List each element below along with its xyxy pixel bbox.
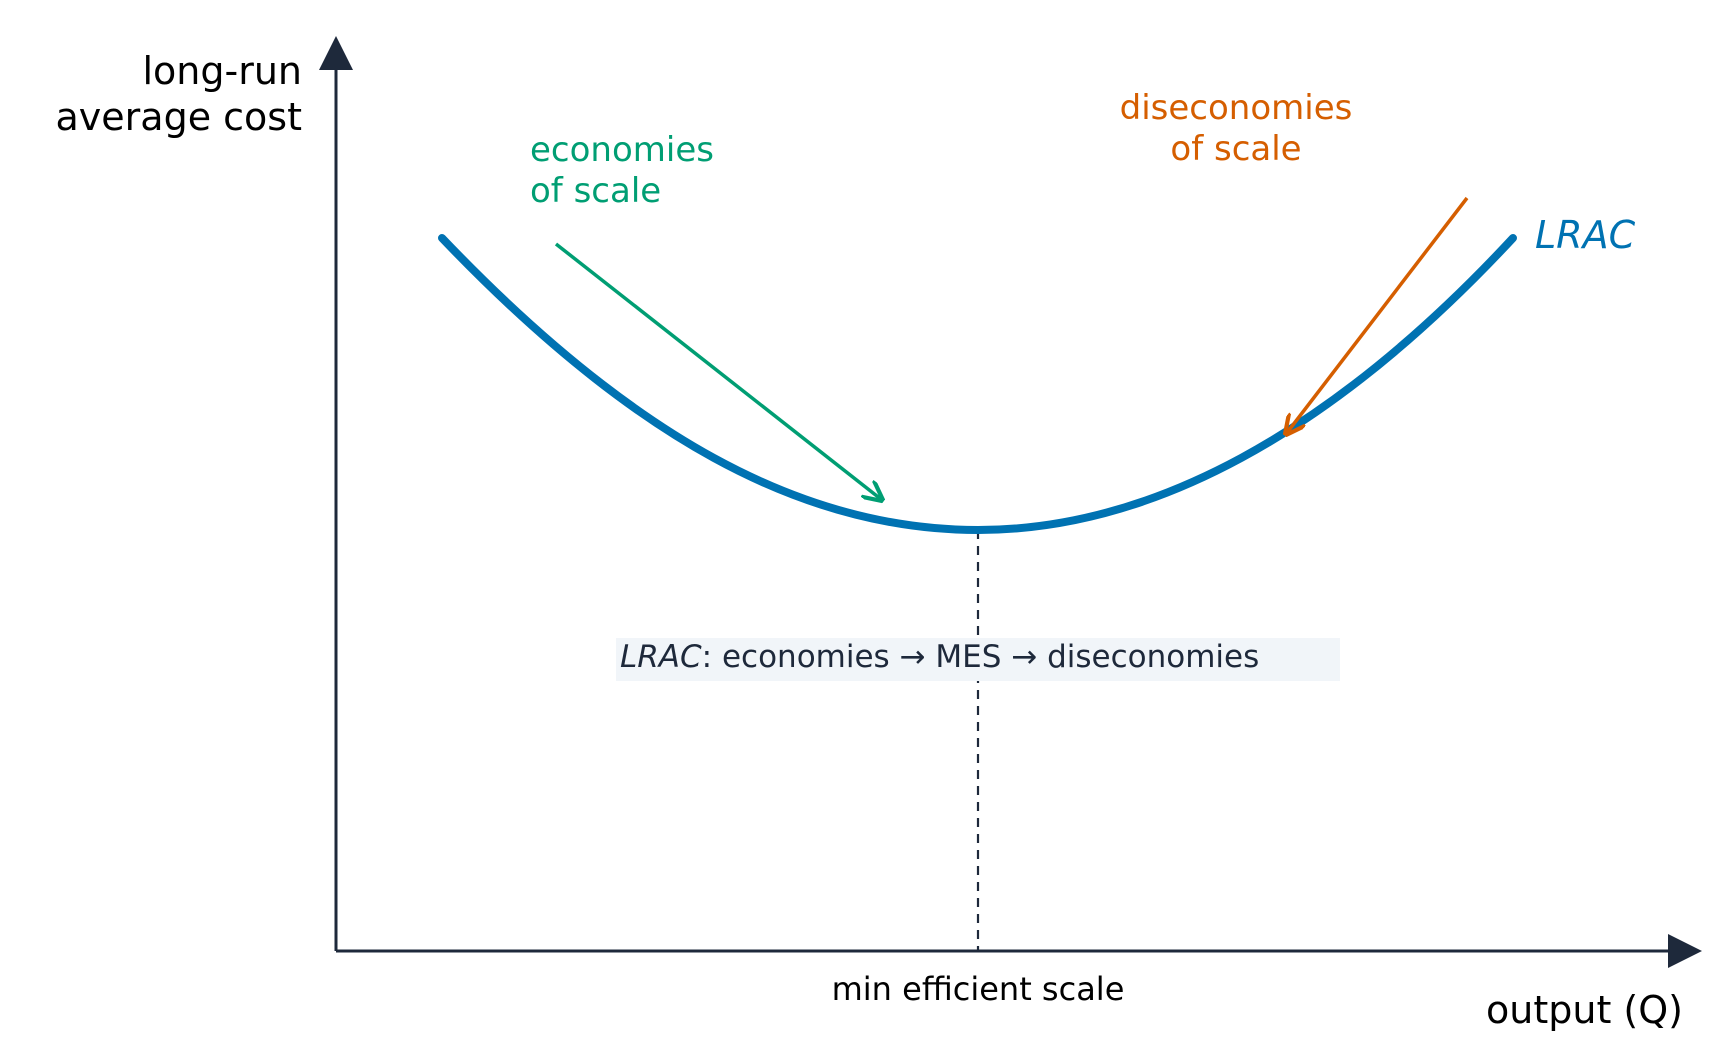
y-axis-label-line1: long-run bbox=[142, 49, 302, 93]
summary-text: LRAC: economies → MES → diseconomies bbox=[620, 639, 1259, 675]
x-axis-label: output (Q) bbox=[1486, 988, 1683, 1032]
lrac-curve bbox=[438, 234, 1517, 535]
summary-lrac: LRAC bbox=[620, 639, 702, 675]
mes-label: min efficient scale bbox=[832, 970, 1125, 1008]
diseconomies-arrow bbox=[1286, 196, 1469, 434]
summary-box bbox=[616, 638, 1340, 681]
diseconomies-label-line1: diseconomies bbox=[1120, 88, 1353, 128]
y-axis-label-line2: average cost bbox=[56, 95, 302, 139]
x-axis-arrowhead bbox=[1668, 934, 1702, 968]
economies-arrow bbox=[554, 242, 882, 500]
y-axis-arrowhead bbox=[319, 36, 353, 70]
lrac-label: LRAC bbox=[1535, 213, 1636, 257]
diseconomies-label-line2: of scale bbox=[1170, 129, 1301, 169]
economies-label-line2: of scale bbox=[530, 171, 661, 211]
economies-label-line1: economies bbox=[530, 130, 714, 170]
summary-rest: : economies → MES → diseconomies bbox=[702, 639, 1260, 675]
